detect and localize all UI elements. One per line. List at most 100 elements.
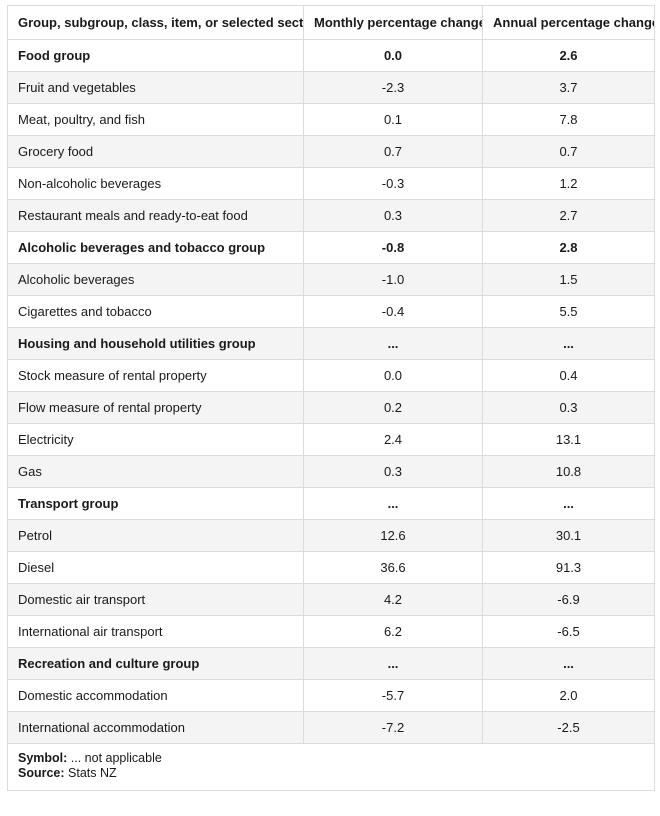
monthly-change-cell: 0.2 xyxy=(303,391,483,424)
item-row: Cigarettes and tobacco -0.4 5.5 xyxy=(7,295,655,328)
monthly-change-cell: 4.2 xyxy=(303,583,483,616)
annual-change-cell: 1.5 xyxy=(482,263,655,296)
monthly-change-cell: 0.0 xyxy=(303,39,483,72)
item-row: Gas 0.3 10.8 xyxy=(7,455,655,488)
monthly-change-cell: -0.3 xyxy=(303,167,483,200)
item-row: Meat, poultry, and fish 0.1 7.8 xyxy=(7,103,655,136)
item-row: Electricity 2.4 13.1 xyxy=(7,423,655,456)
monthly-change-cell: 0.1 xyxy=(303,103,483,136)
item-row: International accommodation -7.2 -2.5 xyxy=(7,711,655,744)
column-header-monthly: Monthly percentage change xyxy=(303,5,483,40)
annual-change-cell: 7.8 xyxy=(482,103,655,136)
annual-change-cell: 10.8 xyxy=(482,455,655,488)
footnote-cell: Symbol: ... not applicable Source: Stats… xyxy=(7,743,655,791)
annual-change-cell: 0.4 xyxy=(482,359,655,392)
group-row: Recreation and culture group...... xyxy=(7,647,655,680)
category-cell: Cigarettes and tobacco xyxy=(7,295,304,328)
table-footer: Symbol: ... not applicable Source: Stats… xyxy=(7,743,655,791)
category-cell: Gas xyxy=(7,455,304,488)
annual-change-cell: 5.5 xyxy=(482,295,655,328)
annual-change-cell: 13.1 xyxy=(482,423,655,456)
monthly-change-cell: 0.3 xyxy=(303,199,483,232)
item-row: Non-alcoholic beverages -0.3 1.2 xyxy=(7,167,655,200)
symbol-note-text: ... not applicable xyxy=(67,751,162,765)
annual-change-cell: 3.7 xyxy=(482,71,655,104)
group-row: Housing and household utilities group...… xyxy=(7,327,655,360)
category-cell: Electricity xyxy=(7,423,304,456)
table-header: Group, subgroup, class, item, or selecte… xyxy=(7,5,655,40)
item-row: Domestic accommodation -5.7 2.0 xyxy=(7,679,655,712)
item-row: Stock measure of rental property 0.0 0.4 xyxy=(7,359,655,392)
category-cell: Fruit and vegetables xyxy=(7,71,304,104)
annual-change-cell: -6.9 xyxy=(482,583,655,616)
category-cell: Meat, poultry, and fish xyxy=(7,103,304,136)
annual-change-cell: -6.5 xyxy=(482,615,655,648)
category-cell: Housing and household utilities group xyxy=(7,327,304,360)
annual-change-cell: 91.3 xyxy=(482,551,655,584)
column-header-annual: Annual percentage change xyxy=(482,5,655,40)
table-body: Food group 0.0 2.6 Fruit and vegetables -2.3… xyxy=(7,39,655,744)
item-row: Alcoholic beverages -1.0 1.5 xyxy=(7,263,655,296)
monthly-change-cell: -1.0 xyxy=(303,263,483,296)
item-row: Petrol 12.6 30.1 xyxy=(7,519,655,552)
source-note-key: Source: xyxy=(18,766,65,780)
annual-change-cell: 2.0 xyxy=(482,679,655,712)
monthly-change-cell: ... xyxy=(303,487,483,520)
column-header-category: Group, subgroup, class, item, or selecte… xyxy=(7,5,304,40)
category-cell: Non-alcoholic beverages xyxy=(7,167,304,200)
monthly-change-cell: 0.7 xyxy=(303,135,483,168)
item-row: Flow measure of rental property 0.2 0.3 xyxy=(7,391,655,424)
monthly-change-cell: ... xyxy=(303,327,483,360)
price-change-table: Group, subgroup, class, item, or selecte… xyxy=(7,5,655,791)
item-row: Grocery food 0.7 0.7 xyxy=(7,135,655,168)
group-row: Alcoholic beverages and tobacco group -0.… xyxy=(7,231,655,264)
group-row: Food group 0.0 2.6 xyxy=(7,39,655,72)
annual-change-cell: 0.3 xyxy=(482,391,655,424)
category-cell: Domestic accommodation xyxy=(7,679,304,712)
monthly-change-cell: -5.7 xyxy=(303,679,483,712)
category-cell: International accommodation xyxy=(7,711,304,744)
source-note: Source: Stats NZ xyxy=(18,766,644,781)
item-row: Domestic air transport 4.2 -6.9 xyxy=(7,583,655,616)
monthly-change-cell: -7.2 xyxy=(303,711,483,744)
annual-change-cell: 2.6 xyxy=(482,39,655,72)
category-cell: Recreation and culture group xyxy=(7,647,304,680)
header-row: Group, subgroup, class, item, or selecte… xyxy=(7,5,655,40)
annual-change-cell: -2.5 xyxy=(482,711,655,744)
item-row: Fruit and vegetables -2.3 3.7 xyxy=(7,71,655,104)
annual-change-cell: ... xyxy=(482,487,655,520)
annual-change-cell: 2.7 xyxy=(482,199,655,232)
category-cell: Grocery food xyxy=(7,135,304,168)
symbol-note-key: Symbol: xyxy=(18,751,68,765)
footnote-row: Symbol: ... not applicable Source: Stats… xyxy=(7,743,655,791)
monthly-change-cell: 6.2 xyxy=(303,615,483,648)
category-cell: Petrol xyxy=(7,519,304,552)
monthly-change-cell: 0.3 xyxy=(303,455,483,488)
monthly-change-cell: -0.4 xyxy=(303,295,483,328)
category-cell: International air transport xyxy=(7,615,304,648)
item-row: Restaurant meals and ready-to-eat food 0.… xyxy=(7,199,655,232)
source-note-text: Stats NZ xyxy=(64,766,117,780)
category-cell: Food group xyxy=(7,39,304,72)
monthly-change-cell: -2.3 xyxy=(303,71,483,104)
symbol-note: Symbol: ... not applicable xyxy=(18,751,644,766)
annual-change-cell: 0.7 xyxy=(482,135,655,168)
monthly-change-cell: 12.6 xyxy=(303,519,483,552)
category-cell: Flow measure of rental property xyxy=(7,391,304,424)
group-row: Transport group...... xyxy=(7,487,655,520)
category-cell: Domestic air transport xyxy=(7,583,304,616)
monthly-change-cell: ... xyxy=(303,647,483,680)
category-cell: Stock measure of rental property xyxy=(7,359,304,392)
annual-change-cell: ... xyxy=(482,647,655,680)
item-row: International air transport 6.2 -6.5 xyxy=(7,615,655,648)
category-cell: Restaurant meals and ready-to-eat food xyxy=(7,199,304,232)
monthly-change-cell: 2.4 xyxy=(303,423,483,456)
annual-change-cell: ... xyxy=(482,327,655,360)
monthly-change-cell: -0.8 xyxy=(303,231,483,264)
item-row: Diesel 36.6 91.3 xyxy=(7,551,655,584)
category-cell: Diesel xyxy=(7,551,304,584)
monthly-change-cell: 36.6 xyxy=(303,551,483,584)
category-cell: Transport group xyxy=(7,487,304,520)
annual-change-cell: 30.1 xyxy=(482,519,655,552)
annual-change-cell: 2.8 xyxy=(482,231,655,264)
